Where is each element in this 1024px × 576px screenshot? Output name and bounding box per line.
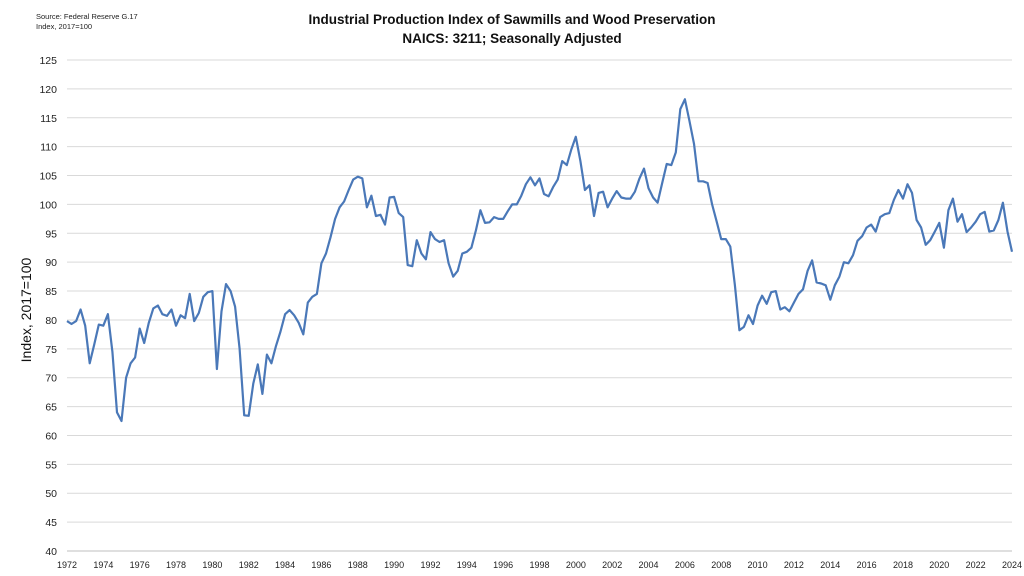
- x-tick-label: 2020: [929, 560, 949, 570]
- x-tick-label: 2018: [893, 560, 913, 570]
- x-tick-label: 2008: [711, 560, 731, 570]
- x-tick-label: 1980: [202, 560, 222, 570]
- units-line: Index, 2017=100: [36, 22, 93, 31]
- x-tick-label: 2002: [602, 560, 622, 570]
- source-note: Source: Federal Reserve G.17 Index, 2017…: [36, 12, 138, 32]
- chart-title: Industrial Production Index of Sawmills …: [308, 12, 716, 27]
- source-line: Source: Federal Reserve G.17: [36, 12, 138, 21]
- y-tick-label: 100: [39, 199, 57, 211]
- y-tick-label: 45: [45, 517, 57, 529]
- x-tick-label: 2012: [784, 560, 804, 570]
- x-tick-label: 2000: [566, 560, 586, 570]
- x-tick-label: 2022: [966, 560, 986, 570]
- x-tick-label: 2014: [820, 560, 840, 570]
- y-tick-label: 125: [39, 55, 57, 67]
- y-tick-label: 80: [45, 315, 57, 327]
- x-tick-label: 2016: [857, 560, 877, 570]
- x-tick-label: 1974: [93, 560, 113, 570]
- y-tick-label: 55: [45, 459, 57, 471]
- y-tick-label: 90: [45, 257, 57, 269]
- x-tick-label: 1982: [239, 560, 259, 570]
- x-tick-label: 1988: [348, 560, 368, 570]
- y-tick-label: 110: [40, 142, 57, 154]
- x-tick-label: 2006: [675, 560, 695, 570]
- y-tick-label: 40: [45, 546, 57, 558]
- series-line: [66, 98, 1014, 423]
- x-tick-label: 1984: [275, 560, 295, 570]
- x-tick-label: 1978: [166, 560, 186, 570]
- x-tick-label: 2004: [639, 560, 659, 570]
- y-axis-label: Index, 2017=100: [18, 257, 34, 362]
- chart-subtitle: NAICS: 3211; Seasonally Adjusted: [402, 31, 622, 46]
- y-tick-label: 115: [40, 113, 57, 125]
- x-tick-label: 1976: [130, 560, 150, 570]
- chart-title-block: Industrial Production Index of Sawmills …: [0, 10, 1024, 48]
- x-tick-label: 1990: [384, 560, 404, 570]
- y-tick-label: 65: [45, 402, 57, 414]
- y-tick-label: 75: [45, 344, 57, 356]
- y-tick-label: 105: [39, 171, 57, 183]
- x-tick-label: 2010: [748, 560, 768, 570]
- x-tick-label: 1972: [57, 560, 77, 570]
- y-axis-ticks: 40 45 50 55 60 65 70 75 80 85 90 95 100 105 110 115 120 1…: [39, 55, 57, 558]
- y-tick-label: 60: [45, 430, 57, 442]
- y-tick-label: 120: [39, 84, 57, 96]
- gridlines: [67, 59, 1012, 523]
- x-tick-label: 1992: [420, 560, 440, 570]
- x-tick-label: 1996: [493, 560, 513, 570]
- y-tick-label: 50: [45, 488, 57, 500]
- x-tick-label: 1986: [311, 560, 331, 570]
- x-tick-label: 1994: [457, 560, 477, 570]
- y-tick-label: 95: [45, 228, 57, 240]
- x-axis-ticks: 1972 1974 1976 1978 1980 1982 1984 1986 1988 1990…: [57, 560, 1022, 570]
- x-tick-label: 1998: [529, 560, 549, 570]
- y-tick-label: 70: [45, 373, 57, 385]
- y-tick-label: 85: [45, 286, 57, 298]
- x-tick-label: 2024: [1002, 560, 1022, 570]
